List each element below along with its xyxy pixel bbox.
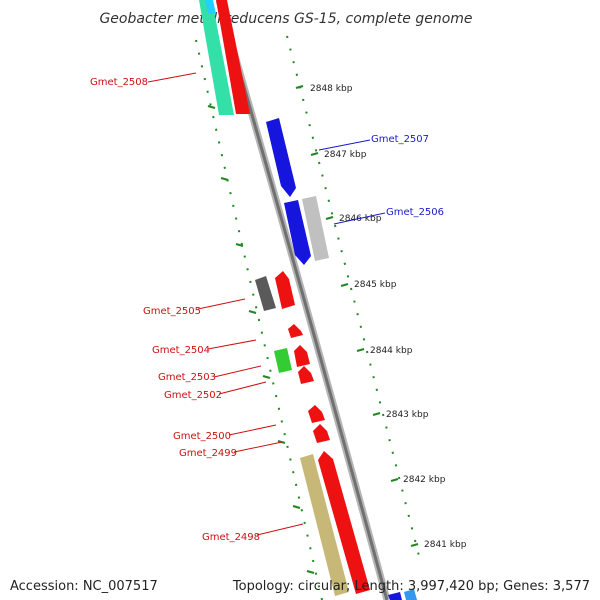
gene-label[interactable]: Gmet_2499 [179,448,237,459]
kbp-tick-label: 2841 kbp [424,540,467,550]
ruler-tick-mark [292,504,301,510]
ruler-tick-mark [235,242,244,248]
gene-block[interactable] [300,454,349,596]
gene-block[interactable] [255,276,276,311]
kbp-tick-mark [310,151,319,157]
kbp-ticks: 2848 kbp 2847 kbp 2846 kbp 2845 kbp 2844… [310,84,467,550]
kbp-tick-mark [372,411,381,417]
gene-block[interactable] [274,348,292,373]
gene-label[interactable]: Gmet_2498 [202,532,260,543]
gene-label[interactable]: Gmet_2504 [152,345,210,356]
gene-block[interactable] [313,424,330,443]
gene-block[interactable] [266,118,296,197]
kbp-tick-mark [410,542,419,548]
gene-label[interactable]: Gmet_2500 [173,431,231,442]
gene-label[interactable]: Gmet_2506 [386,207,444,218]
gene-block[interactable] [199,0,234,115]
gene-block[interactable] [205,0,216,14]
gene-features [199,0,417,600]
gene-block[interactable] [318,451,370,594]
gene-label[interactable]: Gmet_2508 [90,77,148,88]
kbp-tick-mark [390,477,399,483]
gene-block[interactable] [302,196,329,261]
gene-block[interactable] [294,345,310,367]
ruler-tick-mark [306,569,315,575]
kbp-tick-label: 2843 kbp [386,410,429,420]
ruler-tick-mark [207,104,216,110]
topology-text: Topology: circular; Length: 3,997,420 bp… [232,579,590,594]
dotted-rulers [195,35,420,600]
kbp-tick-label: 2844 kbp [370,346,413,356]
gene-block[interactable] [308,405,325,423]
kbp-tick-mark [340,282,349,288]
gene-block[interactable] [284,200,311,265]
accession-text: Accession: NC_007517 [10,579,158,594]
gene-label[interactable]: Gmet_2505 [143,306,201,317]
gene-label[interactable]: Gmet_2507 [371,134,429,145]
gene-label[interactable]: Gmet_2502 [164,390,222,401]
ruler-tick-mark [262,374,271,380]
kbp-tick-label: 2845 kbp [354,280,397,290]
kbp-tick-mark [325,215,334,221]
map-title: Geobacter metallireducens GS-15, complet… [99,11,472,27]
kbp-tick-mark [295,84,304,90]
kbp-tick-label: 2842 kbp [403,475,446,485]
kbp-tick-label: 2848 kbp [310,84,353,94]
kbp-tick-label: 2846 kbp [339,214,382,224]
gene-labels: Gmet_2508 Gmet_2507 Gmet_2506 Gmet_2505 … [90,72,444,543]
kbp-tick-label: 2847 kbp [324,150,367,160]
gene-block[interactable] [216,0,250,114]
ruler-tick-mark [248,309,257,315]
kbp-tick-mark [356,347,365,353]
gene-block[interactable] [404,589,417,600]
gene-block[interactable] [298,366,314,384]
ruler-tick-mark [220,176,229,182]
gene-block[interactable] [288,324,303,338]
gene-block[interactable] [275,271,295,309]
gene-block[interactable] [388,592,402,600]
gene-label[interactable]: Gmet_2503 [158,372,216,383]
